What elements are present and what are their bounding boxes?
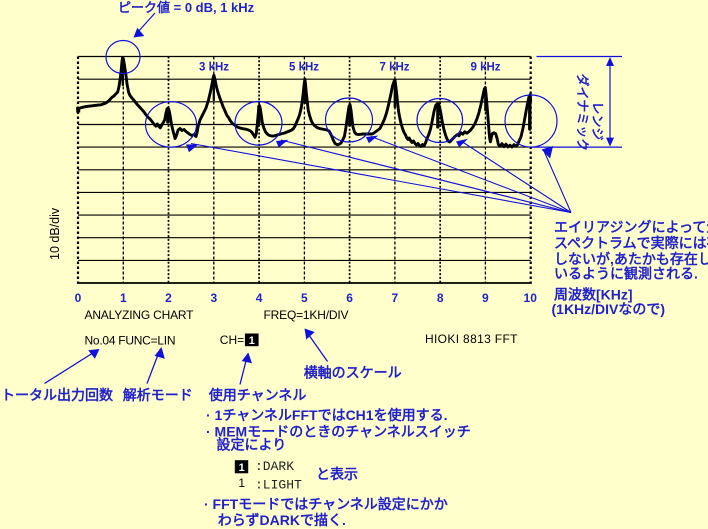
svg-text:7 kHz: 7 kHz [380,62,410,74]
svg-text:4: 4 [256,291,263,305]
svg-text:1: 1 [239,462,245,474]
svg-text:と表示: と表示 [316,466,358,482]
svg-text:設定により: 設定により [217,437,287,453]
svg-text::LIGHT: :LIGHT [255,478,302,493]
svg-text:No.04 FUNC=LIN: No.04 FUNC=LIN [85,334,176,348]
svg-text:横軸のスケール: 横軸のスケール [304,365,402,381]
svg-text:9 kHz: 9 kHz [471,62,501,74]
svg-text:ダイナミック: ダイナミック [575,74,590,152]
svg-text:HIOKI 8813 FFT: HIOKI 8813 FFT [425,332,518,346]
svg-text:1: 1 [238,476,245,490]
svg-text:解析モード: 解析モード [123,387,193,403]
svg-text::DARK: :DARK [255,459,294,474]
svg-text:ピーク値 = 0 dB, 1 kHz: ピーク値 = 0 dB, 1 kHz [118,0,255,15]
svg-text:0: 0 [75,291,82,305]
svg-text:9: 9 [482,291,489,305]
svg-text:· 1チャンネルFFTではCH1を使用する.: · 1チャンネルFFTではCH1を使用する. [206,407,447,423]
svg-text:(1KHz/DIVなので): (1KHz/DIVなので) [552,301,666,317]
svg-text:FREQ=1KH/DIV: FREQ=1KH/DIV [264,308,349,322]
svg-text:· FFTモードではチャンネル設定にかか: · FFTモードではチャンネル設定にかか [204,496,448,512]
svg-text:3: 3 [210,291,217,305]
svg-text:1: 1 [249,335,255,347]
svg-text:レンジ: レンジ [590,102,605,141]
svg-text:5: 5 [301,291,308,305]
svg-text:いるように観測される.: いるように観測される. [554,266,698,282]
svg-text:CH=: CH= [220,333,244,347]
svg-text:5 kHz: 5 kHz [289,62,319,74]
svg-text:周波数[KHz]: 周波数[KHz] [554,287,633,303]
svg-text:わらずDARKで描く.: わらずDARKで描く. [218,512,346,528]
svg-text:しないが,あたかも存在して: しないが,あたかも存在して [554,251,708,267]
svg-text:エイリアジングによって生じる: エイリアジングによって生じる [554,219,708,235]
svg-text:7: 7 [392,291,399,305]
svg-text:10 dB/div: 10 dB/div [48,207,62,260]
svg-text:10: 10 [524,291,538,305]
svg-text:トータル出力回数: トータル出力回数 [1,387,114,403]
svg-text:6: 6 [346,291,353,305]
svg-text:· MEMモードのときのチャンネルスイッチ: · MEMモードのときのチャンネルスイッチ [206,424,471,440]
svg-text:8: 8 [437,291,444,305]
svg-text:1: 1 [120,291,127,305]
svg-text:使用チャンネル: 使用チャンネル [208,387,307,403]
svg-text:3 kHz: 3 kHz [199,62,229,74]
svg-text:2: 2 [165,291,172,305]
svg-text:スペクトラムで実際には存在: スペクトラムで実際には存在 [554,235,708,251]
svg-text:ANALYZING CHART: ANALYZING CHART [85,308,195,322]
